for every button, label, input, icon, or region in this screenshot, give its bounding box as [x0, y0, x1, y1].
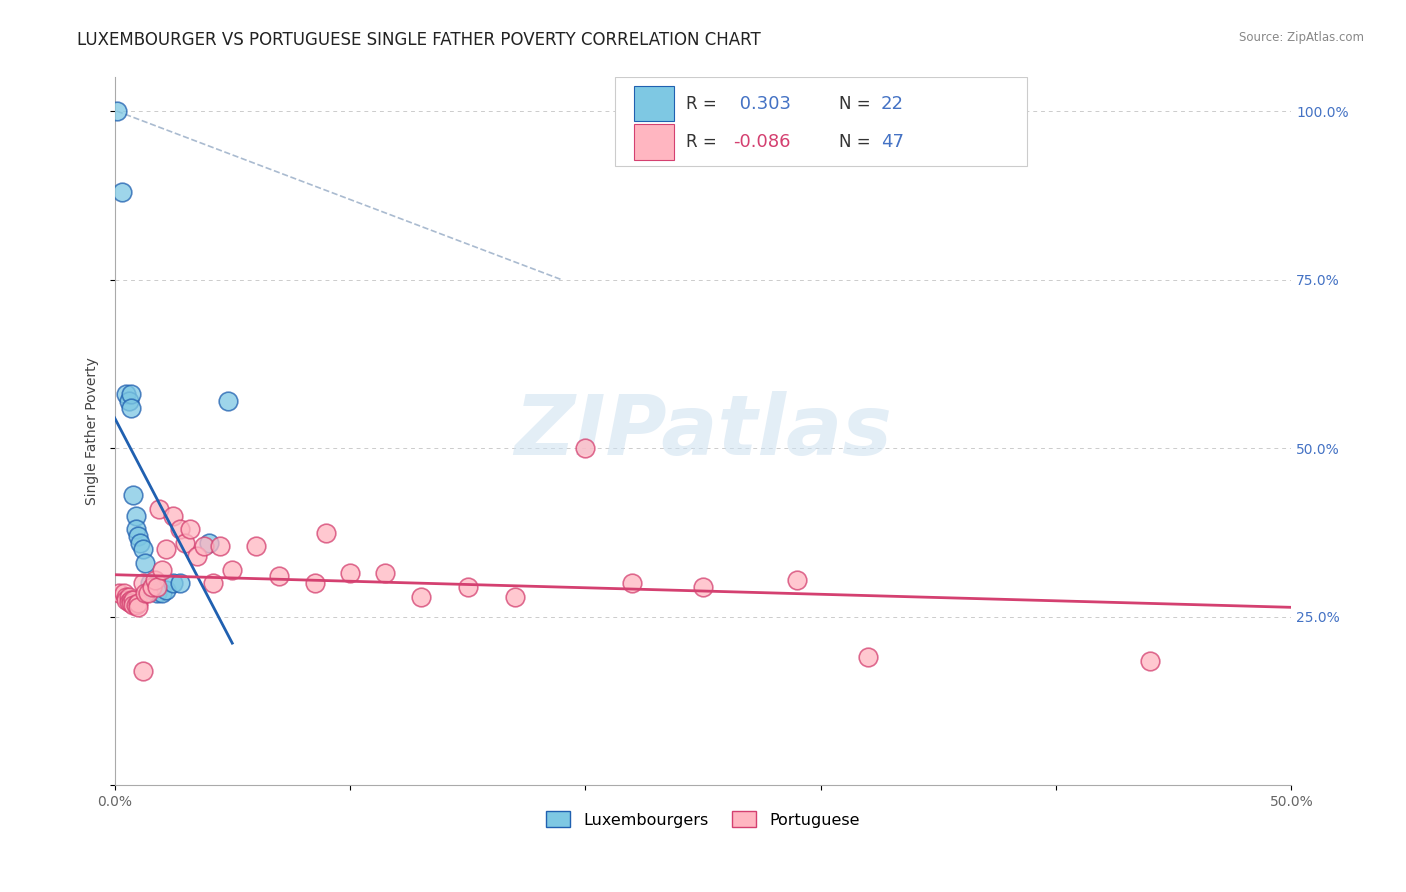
Point [141, 582, 163, 597]
FancyBboxPatch shape [634, 124, 673, 160]
Point [132, 542, 155, 557]
Point [155, 582, 177, 597]
Point [141, 580, 163, 594]
Text: 0.303: 0.303 [734, 95, 790, 112]
Point [132, 664, 155, 678]
Point [134, 586, 156, 600]
Point [122, 593, 145, 607]
Text: Source: ZipAtlas.com: Source: ZipAtlas.com [1239, 31, 1364, 45]
Point [197, 535, 219, 549]
Point [108, 586, 131, 600]
Point [217, 394, 239, 409]
Point [115, 590, 138, 604]
Point [120, 596, 142, 610]
Point [136, 586, 159, 600]
Point [105, 104, 128, 119]
Point [139, 576, 162, 591]
Point [374, 566, 396, 580]
Point [118, 394, 141, 409]
Point [193, 539, 215, 553]
Point [120, 593, 142, 607]
Point [118, 590, 141, 604]
Text: N =: N = [839, 95, 876, 112]
Text: 47: 47 [880, 133, 904, 151]
Point [125, 598, 148, 612]
Point [856, 650, 879, 665]
Text: R =: R = [686, 95, 723, 112]
Point [125, 522, 148, 536]
Point [134, 556, 156, 570]
Point [209, 539, 232, 553]
Point [150, 586, 173, 600]
Point [120, 401, 142, 415]
Point [122, 598, 145, 612]
Point [221, 563, 243, 577]
Point [315, 525, 337, 540]
Legend: Luxembourgers, Portuguese: Luxembourgers, Portuguese [540, 805, 866, 834]
Text: N =: N = [839, 133, 876, 151]
Point [245, 539, 267, 553]
Point [120, 387, 142, 401]
Text: 22: 22 [880, 95, 904, 112]
Text: -0.086: -0.086 [734, 133, 792, 151]
Point [786, 573, 808, 587]
Point [150, 563, 173, 577]
Point [132, 576, 155, 591]
Point [148, 502, 170, 516]
Point [174, 535, 197, 549]
Point [503, 590, 526, 604]
Point [115, 593, 138, 607]
Point [692, 580, 714, 594]
Point [339, 566, 361, 580]
Point [574, 442, 596, 456]
Text: R =: R = [686, 133, 723, 151]
Point [125, 508, 148, 523]
Point [122, 488, 145, 502]
FancyBboxPatch shape [614, 78, 1026, 166]
Point [179, 522, 201, 536]
Point [146, 580, 169, 594]
Text: ZIPatlas: ZIPatlas [515, 391, 891, 472]
Point [202, 576, 225, 591]
Point [409, 590, 432, 604]
Point [304, 576, 326, 591]
Point [186, 549, 208, 564]
Point [1139, 654, 1161, 668]
Point [127, 596, 149, 610]
Point [169, 576, 191, 591]
Y-axis label: Single Father Poverty: Single Father Poverty [86, 358, 100, 506]
Point [118, 595, 141, 609]
Point [457, 580, 479, 594]
Point [143, 573, 166, 587]
Point [127, 529, 149, 543]
Point [162, 508, 184, 523]
FancyBboxPatch shape [634, 86, 673, 121]
Point [269, 569, 291, 583]
Point [115, 387, 138, 401]
Point [621, 576, 644, 591]
Point [129, 535, 152, 549]
Point [146, 586, 169, 600]
Point [127, 599, 149, 614]
Point [155, 542, 177, 557]
Point [112, 586, 135, 600]
Point [162, 576, 184, 591]
Text: LUXEMBOURGER VS PORTUGUESE SINGLE FATHER POVERTY CORRELATION CHART: LUXEMBOURGER VS PORTUGUESE SINGLE FATHER… [77, 31, 761, 49]
Point [169, 522, 191, 536]
Point [111, 185, 134, 199]
